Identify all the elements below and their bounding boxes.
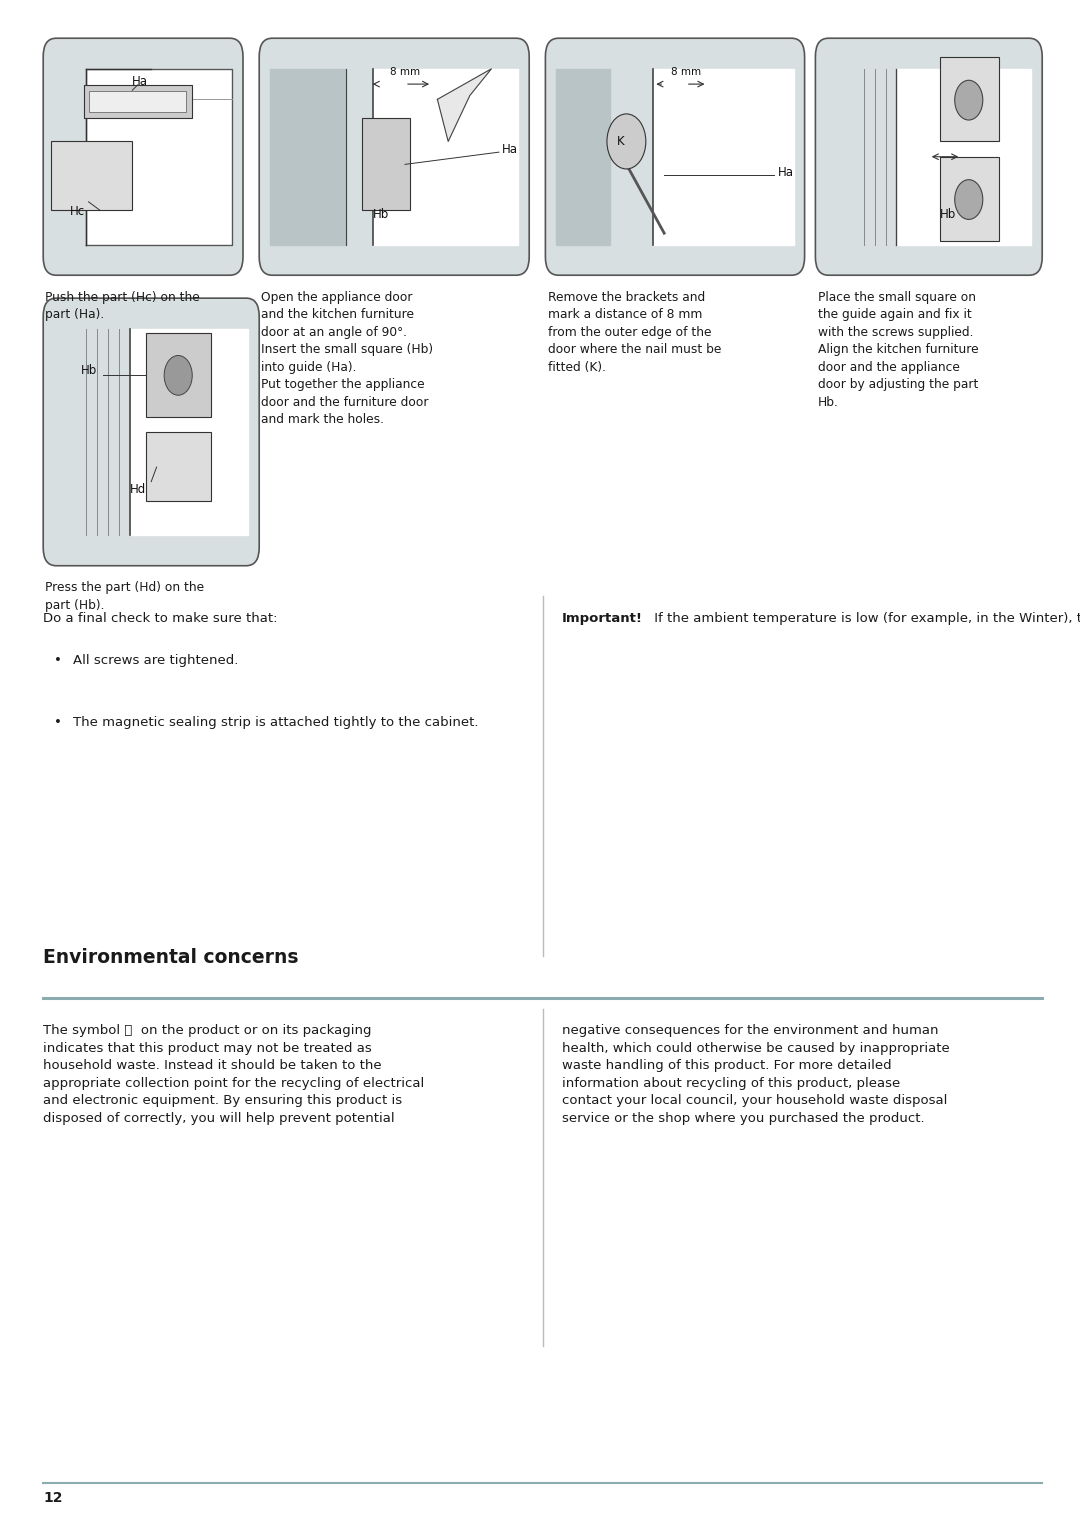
Polygon shape — [437, 69, 491, 142]
Text: •: • — [54, 716, 62, 729]
FancyBboxPatch shape — [43, 298, 259, 566]
Text: Push the part (Hc) on the
part (Ha).: Push the part (Hc) on the part (Ha). — [45, 291, 200, 321]
Polygon shape — [270, 69, 346, 245]
Text: Hb: Hb — [373, 208, 389, 220]
FancyBboxPatch shape — [545, 38, 805, 275]
Polygon shape — [130, 329, 248, 535]
FancyBboxPatch shape — [43, 38, 243, 275]
Text: Ha: Ha — [502, 142, 518, 156]
Circle shape — [164, 356, 192, 394]
Text: Hc: Hc — [70, 205, 85, 217]
Bar — [146, 332, 211, 416]
Text: K: K — [617, 135, 625, 148]
Text: Hb: Hb — [81, 364, 97, 378]
Text: Ha: Ha — [133, 75, 148, 87]
Text: The symbol ⛷  on the product or on its packaging
indicates that this product may: The symbol ⛷ on the product or on its pa… — [43, 1024, 424, 1125]
Bar — [362, 119, 410, 211]
FancyBboxPatch shape — [259, 38, 529, 275]
Bar — [940, 157, 999, 240]
Text: Ha: Ha — [778, 165, 794, 179]
Text: All screws are tightened.: All screws are tightened. — [73, 654, 239, 668]
Text: 8 mm: 8 mm — [671, 67, 701, 76]
Bar — [52, 142, 133, 211]
Text: negative consequences for the environment and human
health, which could otherwis: negative consequences for the environmen… — [562, 1024, 949, 1125]
Text: 8 mm: 8 mm — [390, 67, 420, 76]
Text: Remove the brackets and
mark a distance of 8 mm
from the outer edge of the
door : Remove the brackets and mark a distance … — [548, 291, 721, 373]
Text: Press the part (Hd) on the
part (Hb).: Press the part (Hd) on the part (Hb). — [45, 581, 204, 612]
Circle shape — [955, 179, 983, 219]
Text: Do a final check to make sure that:: Do a final check to make sure that: — [43, 612, 278, 625]
Polygon shape — [653, 69, 794, 245]
Text: Environmental concerns: Environmental concerns — [43, 948, 299, 966]
Circle shape — [955, 80, 983, 119]
Circle shape — [167, 352, 178, 367]
Text: Hd: Hd — [130, 483, 146, 495]
Bar — [146, 431, 211, 500]
Text: 12: 12 — [43, 1491, 63, 1505]
Text: The magnetic sealing strip is attached tightly to the cabinet.: The magnetic sealing strip is attached t… — [73, 716, 478, 729]
Circle shape — [607, 115, 646, 168]
Text: Place the small square on
the guide again and fix it
with the screws supplied.
A: Place the small square on the guide agai… — [818, 291, 978, 408]
Text: Important!: Important! — [562, 612, 643, 625]
FancyBboxPatch shape — [815, 38, 1042, 275]
Polygon shape — [86, 69, 232, 245]
Text: Open the appliance door
and the kitchen furniture
door at an angle of 90°.
Inser: Open the appliance door and the kitchen … — [261, 291, 433, 427]
Polygon shape — [896, 69, 1031, 245]
Text: If the ambient temperature is low (for example, in the Winter), the size of the : If the ambient temperature is low (for e… — [650, 612, 1080, 625]
Bar — [90, 92, 187, 112]
Polygon shape — [373, 69, 518, 245]
Polygon shape — [556, 69, 610, 245]
Text: •: • — [54, 654, 62, 668]
Bar — [84, 84, 192, 118]
Bar — [940, 57, 999, 142]
Text: Hb: Hb — [940, 208, 956, 220]
